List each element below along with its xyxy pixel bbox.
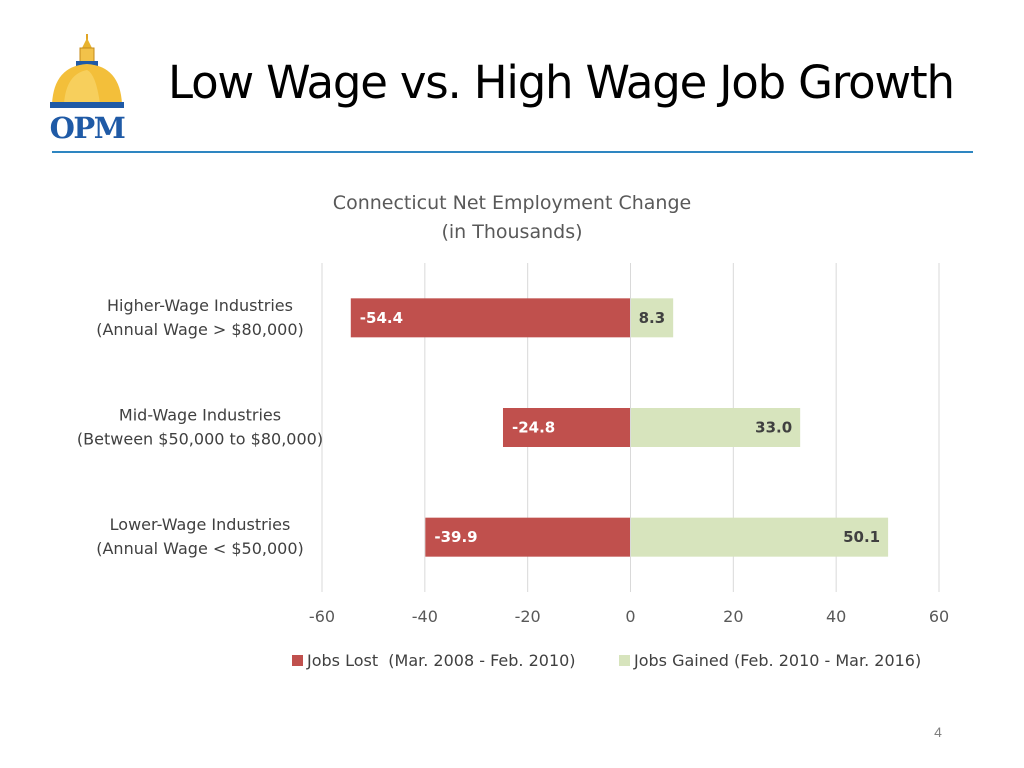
data-label-jobs-gained-3: 50.1	[843, 528, 880, 546]
x-tick-label-6: 60	[929, 607, 949, 626]
legend-jobs-lost-swatch	[292, 655, 303, 666]
chart-legend: Jobs Lost (Mar. 2008 - Feb. 2010) Jobs Ga…	[292, 651, 921, 670]
logo-text: OPM	[50, 111, 125, 144]
x-axis-ticks: -60 -40 -20 0 20 40 60	[309, 607, 949, 626]
data-label-jobs-gained-1: 8.3	[639, 309, 666, 327]
bar-jobs-lost-1	[350, 298, 631, 338]
title-divider	[52, 151, 973, 153]
category-label-3-line-1: Lower-Wage Industries	[110, 515, 291, 534]
legend-jobs-gained-label: Jobs Gained (Feb. 2010 - Mar. 2016)	[633, 651, 921, 670]
data-label-jobs-lost-3: -39.9	[434, 528, 477, 546]
x-tick-label-0: -60	[309, 607, 335, 626]
x-tick-label-3: 0	[625, 607, 635, 626]
legend-jobs-lost-label: Jobs Lost (Mar. 2008 - Feb. 2010)	[306, 651, 576, 670]
bar-jobs-lost-2	[502, 408, 631, 447]
category-label-2-line-2: (Between $50,000 to $80,000)	[77, 430, 323, 449]
category-label-1-line-2: (Annual Wage > $80,000)	[96, 320, 304, 339]
page-number: 4	[934, 724, 942, 740]
chart-bars: -54.4 8.3 -24.8 33.0 -39.9 50.1	[350, 263, 889, 592]
capitol-dome-icon	[50, 34, 124, 108]
legend-jobs-gained-swatch	[619, 655, 630, 666]
bar-jobs-gained-3	[630, 517, 889, 557]
bar-jobs-lost-3	[425, 517, 631, 557]
category-labels: Higher-Wage Industries (Annual Wage > $80…	[77, 296, 323, 558]
chart-title-line-1: Connecticut Net Employment Change	[333, 192, 691, 214]
chart-title: Connecticut Net Employment Change (in Tho…	[333, 192, 691, 243]
bar-jobs-gained-1	[630, 298, 674, 338]
category-label-3-line-2: (Annual Wage < $50,000)	[96, 539, 304, 558]
data-label-jobs-gained-2: 33.0	[755, 419, 792, 437]
data-label-jobs-lost-1: -54.4	[360, 309, 403, 327]
chart-title-line-2: (in Thousands)	[441, 221, 582, 243]
x-tick-label-4: 20	[723, 607, 743, 626]
category-label-1-line-1: Higher-Wage Industries	[107, 296, 293, 315]
slide-title: Low Wage vs. High Wage Job Growth	[168, 56, 955, 109]
bar-jobs-gained-2	[630, 408, 801, 447]
data-label-jobs-lost-2: -24.8	[512, 419, 555, 437]
opm-logo: OPM	[50, 34, 126, 144]
category-label-2-line-1: Mid-Wage Industries	[119, 406, 281, 425]
x-tick-label-5: 40	[826, 607, 846, 626]
x-tick-label-1: -40	[412, 607, 438, 626]
x-tick-label-2: -20	[515, 607, 541, 626]
